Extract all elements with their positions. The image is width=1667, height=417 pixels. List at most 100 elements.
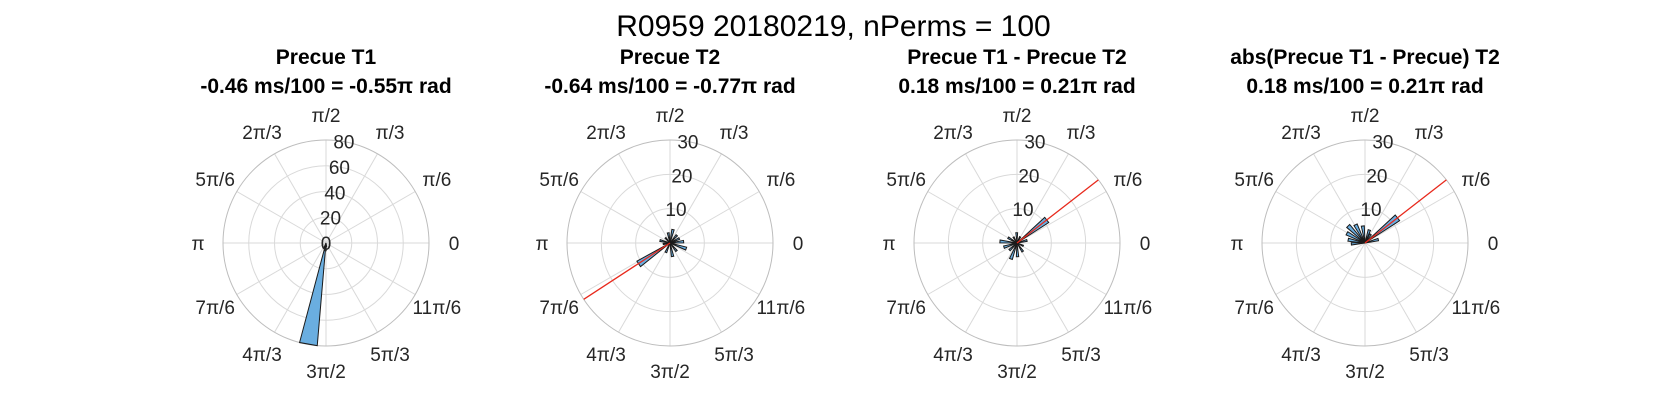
histogram-bin [1015, 242, 1020, 258]
r-tick-label: 20 [1366, 166, 1387, 187]
theta-tick-label: π/6 [1113, 170, 1142, 191]
theta-tick-label: π [882, 234, 895, 255]
theta-tick-label: 2π/3 [242, 123, 282, 144]
theta-tick-label: 11π/6 [413, 298, 462, 319]
grid-spoke [669, 242, 722, 333]
grid-ring [635, 208, 705, 278]
panel-subtitle: 0.18 ms/100 = 0.21π rad [898, 75, 1135, 98]
panel-subtitle: -0.46 ms/100 = -0.55π rad [200, 75, 451, 98]
theta-tick-label: 5π/6 [886, 170, 926, 191]
r-tick-label: 0 [321, 234, 332, 255]
theta-tick-label: π/3 [376, 123, 405, 144]
histogram-bin [1012, 236, 1018, 244]
histogram-bin [1345, 231, 1366, 244]
histogram-bin [669, 242, 688, 251]
r-tick-label: 20 [1018, 166, 1039, 187]
theta-tick-label: 5π/3 [1409, 345, 1449, 366]
theta-tick-label: π/2 [1003, 106, 1032, 127]
theta-tick-label: 11π/6 [757, 298, 806, 319]
theta-tick-label: π/3 [720, 123, 749, 144]
theta-tick-label: 7π/6 [1234, 298, 1274, 319]
grid-ring [913, 139, 1121, 347]
grid-ring [982, 208, 1052, 278]
histogram-bin [325, 242, 328, 248]
theta-tick-label: 2π/3 [933, 123, 973, 144]
histogram-bin [1360, 225, 1366, 244]
theta-tick-label: 4π/3 [242, 345, 282, 366]
histogram-bin [664, 242, 671, 254]
theta-tick-label: 3π/2 [306, 362, 346, 383]
r-tick-label: 10 [665, 200, 686, 221]
grid-ring [222, 139, 430, 347]
r-tick-label: 30 [1024, 133, 1045, 154]
histogram-bin [999, 239, 1018, 244]
histogram-bin [666, 232, 671, 244]
grid-spoke [927, 191, 1018, 244]
grid-spoke [1364, 242, 1455, 295]
histogram-bin [1353, 223, 1366, 244]
polar-panel-3: Precue T1 - Precue T2 0.18 ms/100 = 0.21π… [882, 46, 1152, 383]
r-tick-label: 30 [677, 133, 698, 154]
grid-spoke [1016, 191, 1107, 244]
histogram-bin [298, 242, 327, 347]
theta-tick-label: π/6 [766, 170, 795, 191]
grid-ring [947, 173, 1087, 313]
r-tick-label: 20 [671, 166, 692, 187]
grid-spoke [965, 242, 1018, 333]
r-tick-label: 10 [1012, 200, 1033, 221]
r-tick-label: 10 [1360, 200, 1381, 221]
grid-spoke [965, 153, 1018, 244]
histogram-bin [669, 242, 675, 258]
grid-spoke [927, 242, 1018, 295]
grid-ring [248, 165, 404, 321]
histogram-bin [1008, 242, 1018, 261]
panel-title: Precue T2 [620, 46, 720, 69]
theta-tick-label: 0 [793, 234, 804, 255]
theta-tick-label: 11π/6 [1104, 298, 1153, 319]
theta-tick-label: 7π/6 [886, 298, 926, 319]
theta-tick-label: π [535, 234, 548, 255]
grid-spoke [1016, 242, 1107, 295]
polar-panel-2: Precue T2 -0.64 ms/100 = -0.77π rad 10 20 30… [535, 46, 805, 383]
grid-spoke [1275, 242, 1366, 295]
histogram-bin [1015, 232, 1019, 244]
mean-direction-line [1016, 179, 1099, 244]
grid-ring [1330, 208, 1400, 278]
theta-tick-label: 5π/3 [714, 345, 754, 366]
histogram-bin [664, 236, 671, 244]
theta-tick-label: 11π/6 [1452, 298, 1501, 319]
histogram-bin [669, 242, 678, 253]
theta-tick-label: 3π/2 [1345, 362, 1385, 383]
polar-panel-1: Precue T1 -0.46 ms/100 = -0.55π rad 0 20 40 6… [191, 46, 461, 383]
theta-tick-label: 7π/6 [539, 298, 579, 319]
grid-spoke [580, 191, 671, 244]
theta-tick-label: 5π/3 [1061, 345, 1101, 366]
theta-tick-label: π/6 [422, 170, 451, 191]
r-tick-label: 30 [1372, 133, 1393, 154]
histogram-bin [1007, 236, 1018, 244]
grid-ring [566, 139, 774, 347]
histogram-bin [1016, 242, 1025, 248]
r-tick-label: 40 [324, 183, 345, 204]
histogram-bin [669, 233, 679, 244]
panel-subtitle: -0.64 ms/100 = -0.77π rad [544, 75, 795, 98]
grid-spoke [1016, 242, 1069, 333]
grid-ring [299, 216, 353, 270]
theta-tick-label: 5π/3 [370, 345, 410, 366]
grid-spoke [1313, 242, 1366, 333]
theta-tick-label: π [1230, 234, 1243, 255]
theta-tick-label: 0 [1488, 234, 1499, 255]
panel-title: Precue T1 [276, 46, 377, 69]
grid-spoke [669, 153, 722, 244]
r-tick-label: 20 [320, 209, 341, 230]
theta-tick-label: π/3 [1067, 123, 1096, 144]
panel-subtitle: 0.18 ms/100 = 0.21π rad [1246, 75, 1483, 98]
theta-tick-label: 4π/3 [1281, 345, 1321, 366]
grid-spoke [1364, 153, 1417, 244]
theta-tick-label: 3π/2 [650, 362, 690, 383]
theta-tick-label: 0 [1140, 234, 1151, 255]
grid-ring [274, 191, 378, 295]
panel-title: Precue T1 - Precue T2 [907, 46, 1126, 69]
grid-ring [600, 173, 740, 313]
histogram-bin [669, 237, 681, 244]
